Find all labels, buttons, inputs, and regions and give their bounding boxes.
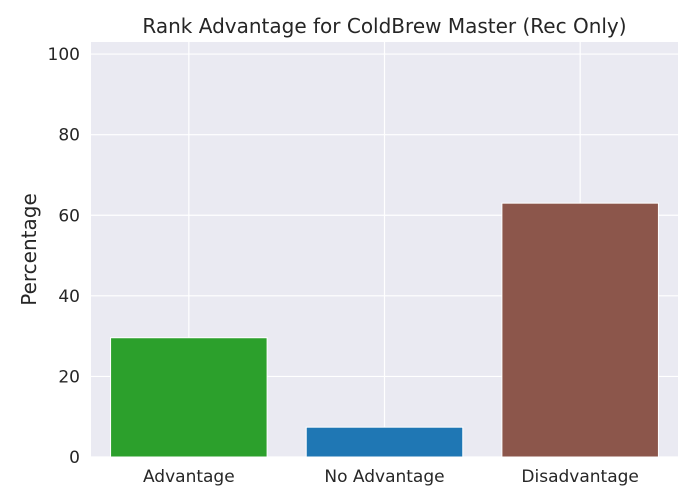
- x-axis-ticks: Advantage No Advantage Disadvantage: [143, 467, 639, 487]
- x-tick-label: No Advantage: [324, 467, 444, 487]
- y-tick-label: 20: [58, 367, 80, 387]
- y-tick-label: 0: [69, 448, 80, 468]
- y-axis-label: Percentage: [17, 193, 41, 306]
- bar-no-advantage: [305, 426, 464, 458]
- x-tick-label: Advantage: [143, 467, 235, 487]
- y-tick-label: 80: [58, 126, 80, 146]
- bar-disadvantage: [501, 202, 659, 458]
- y-axis-ticks: 0 20 40 60 80 100: [48, 45, 80, 468]
- x-tick-label: Disadvantage: [521, 467, 638, 487]
- y-tick-label: 100: [48, 45, 80, 65]
- chart-title: Rank Advantage for ColdBrew Master (Rec …: [142, 14, 626, 38]
- y-tick-label: 60: [58, 206, 80, 226]
- y-tick-label: 40: [58, 287, 80, 307]
- bar-advantage: [110, 337, 268, 458]
- bars: [110, 202, 659, 458]
